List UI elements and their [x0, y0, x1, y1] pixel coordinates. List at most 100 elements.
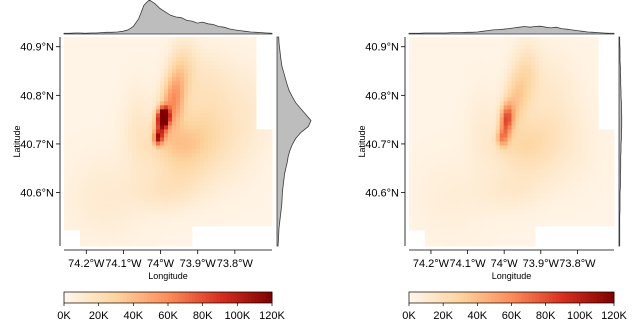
heatmap-cell: [531, 133, 536, 138]
heatmap-cell: [483, 49, 489, 54]
heatmap-cell: [507, 145, 512, 150]
heatmap-cell: [176, 185, 181, 191]
heatmap-cell: [256, 133, 261, 138]
heatmap-cell: [574, 193, 579, 199]
heatmap-cell: [268, 209, 273, 215]
heatmap-cell: [416, 37, 422, 42]
heatmap-cell: [164, 53, 169, 58]
heatmap-cell: [578, 201, 583, 207]
heatmap-cell: [543, 85, 548, 90]
heatmap-cell: [515, 97, 520, 102]
heatmap-cell: [598, 157, 603, 162]
heatmap-cell: [428, 161, 434, 167]
heatmap-cell: [472, 89, 477, 94]
heatmap-cell: [464, 165, 469, 171]
heatmap-cell: [244, 109, 249, 114]
heatmap-cell: [212, 173, 217, 179]
colorbar-tick-label: 60K: [158, 310, 178, 322]
heatmap-cell: [76, 185, 81, 191]
heatmap-cell: [224, 129, 229, 134]
heatmap-cell: [196, 197, 201, 203]
heatmap-cell: [268, 173, 273, 179]
heatmap-cell: [460, 109, 465, 114]
heatmap-cell: [460, 57, 465, 62]
heatmap-cell: [535, 37, 540, 42]
heatmap-cell: [188, 73, 193, 78]
heatmap-cell: [416, 57, 422, 62]
heatmap-cell: [104, 57, 109, 62]
heatmap-cell: [590, 121, 595, 126]
heatmap-cell: [108, 85, 113, 90]
heatmap-cell: [610, 221, 615, 227]
heatmap-cell: [188, 117, 193, 122]
colorbar-swatch: [81, 292, 86, 303]
heatmap-cell: [208, 149, 213, 154]
heatmap-cell: [164, 113, 169, 118]
heatmap-cell: [68, 209, 73, 215]
heatmap-cell: [554, 177, 560, 183]
heatmap-cell: [248, 141, 253, 146]
heatmap-cell: [244, 105, 249, 110]
heatmap-cell: [523, 137, 528, 142]
heatmap-cell: [558, 185, 564, 191]
heatmap-cell: [124, 137, 129, 142]
heatmap-cell: [515, 105, 520, 110]
heatmap-cell: [164, 37, 169, 42]
heatmap-cell: [136, 65, 141, 70]
heatmap-cell: [436, 137, 441, 142]
heatmap-cell: [550, 109, 556, 114]
heatmap-cell: [108, 213, 113, 219]
heatmap-cell: [594, 193, 599, 199]
heatmap-cell: [582, 221, 587, 227]
heatmap-cell: [232, 85, 237, 90]
heatmap-cell: [188, 97, 193, 102]
heatmap-cell: [491, 73, 497, 78]
heatmap-cell: [416, 197, 422, 203]
heatmap-cell: [256, 145, 261, 150]
heatmap-cell: [120, 121, 125, 126]
heatmap-cell: [409, 105, 414, 110]
heatmap-cell: [574, 205, 579, 211]
heatmap-cell: [602, 145, 607, 150]
heatmap-cell: [578, 141, 583, 146]
heatmap-cell: [172, 81, 177, 86]
heatmap-cell: [240, 133, 245, 138]
heatmap-cell: [539, 197, 544, 203]
heatmap-cell: [610, 169, 615, 175]
heatmap-cell: [562, 217, 568, 223]
heatmap-cell: [136, 101, 141, 106]
heatmap-cell: [432, 37, 437, 42]
heatmap-cell: [116, 177, 121, 183]
heatmap-cell: [124, 129, 129, 134]
heatmap-cell: [228, 217, 233, 223]
heatmap-cell: [519, 49, 524, 54]
heatmap-cell: [424, 93, 430, 98]
heatmap-cell: [144, 81, 149, 86]
heatmap-cell: [491, 137, 497, 142]
heatmap-cell: [416, 89, 422, 94]
heatmap-cell: [523, 165, 528, 171]
heatmap-cell: [248, 177, 253, 183]
heatmap-cell: [562, 37, 568, 42]
heatmap-cell: [543, 201, 548, 207]
heatmap-cell: [570, 201, 575, 207]
heatmap-cell: [116, 157, 121, 162]
heatmap-cell: [76, 93, 81, 98]
heatmap-cell: [260, 205, 265, 211]
heatmap-cell: [104, 153, 109, 158]
heatmap-cell: [108, 173, 113, 179]
heatmap-cell: [610, 133, 615, 138]
heatmap-cell: [602, 197, 607, 203]
heatmap-cell: [196, 201, 201, 207]
heatmap-cell: [84, 197, 89, 203]
heatmap-cell: [507, 93, 512, 98]
heatmap-cell: [64, 113, 69, 118]
heatmap-cell: [487, 173, 493, 179]
heatmap-cell: [92, 149, 97, 154]
heatmap-cell: [519, 69, 524, 74]
heatmap-cell: [440, 81, 445, 86]
heatmap-cell: [240, 121, 245, 126]
heatmap-cell: [436, 65, 441, 70]
heatmap-cell: [96, 149, 101, 154]
heatmap-cell: [176, 61, 181, 66]
